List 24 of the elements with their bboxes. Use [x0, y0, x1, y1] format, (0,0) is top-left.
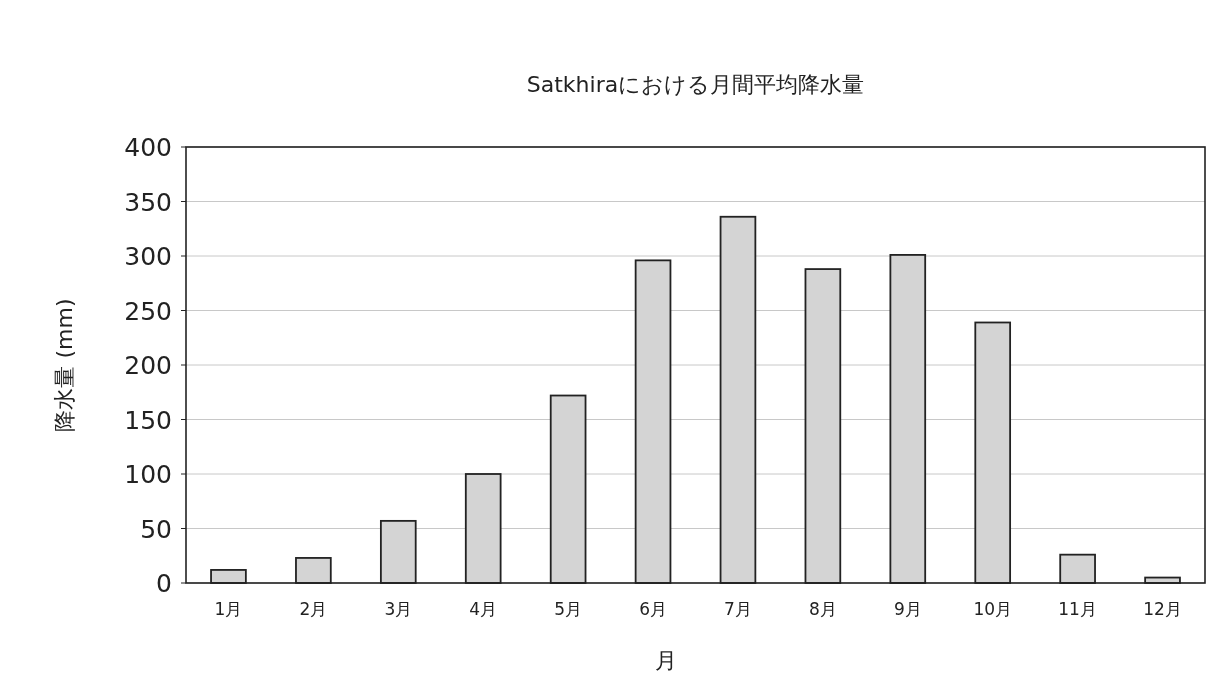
x-tick-label: 10月 — [973, 599, 1013, 619]
x-tick-label: 12月 — [1143, 599, 1182, 619]
y-tick-label: 50 — [140, 514, 172, 544]
y-tick-label: 150 — [124, 405, 172, 435]
y-tick-label: 250 — [124, 296, 172, 326]
y-axis-title: 降水量 (mm) — [52, 298, 77, 432]
y-tick-label: 100 — [124, 460, 172, 489]
y-tick-label: 200 — [124, 351, 172, 380]
x-tick-label: 6月 — [639, 599, 667, 619]
y-tick-label: 300 — [124, 242, 172, 271]
x-tick-label: 7月 — [724, 599, 752, 619]
x-tick-label: 1月 — [214, 599, 243, 619]
x-tick-label: 9月 — [893, 599, 922, 619]
x-tick-label: 5月 — [554, 599, 583, 619]
x-axis-title: 月 — [654, 648, 677, 673]
y-tick-label: 400 — [124, 133, 172, 162]
chart-title: Satkhiraにおける月間平均降水量 — [526, 72, 865, 97]
x-tick-label: 3月 — [384, 599, 413, 619]
x-tick-label: 8月 — [808, 599, 837, 619]
y-tick-label: 0 — [156, 569, 172, 598]
x-tick-label: 11月 — [1058, 599, 1097, 619]
x-tick-label: 4月 — [469, 599, 498, 619]
x-tick-label: 2月 — [299, 599, 328, 619]
y-tick-label: 350 — [124, 187, 172, 217]
